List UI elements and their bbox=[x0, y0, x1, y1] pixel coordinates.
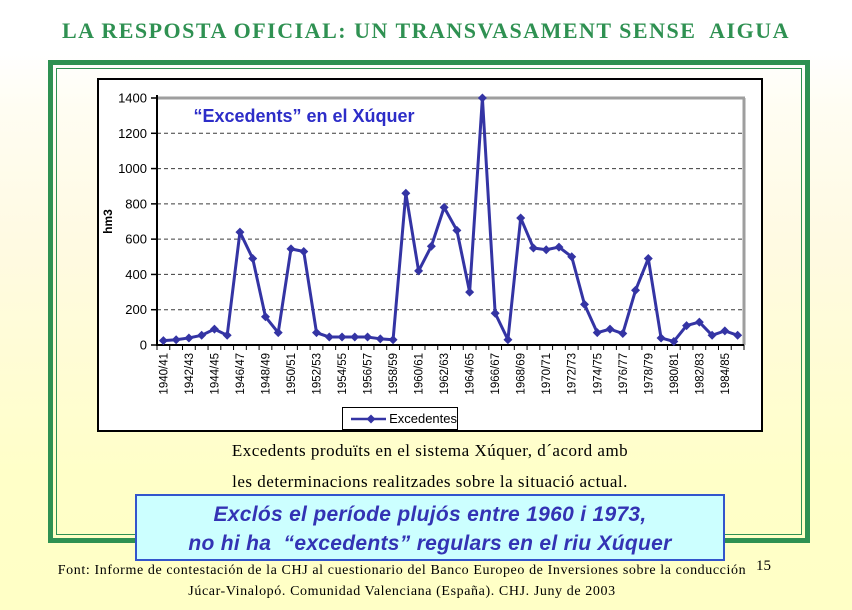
x-tick-label: 1948/49 bbox=[260, 353, 272, 395]
data-point bbox=[592, 328, 602, 338]
data-point bbox=[222, 330, 232, 340]
x-tick-label: 1966/67 bbox=[490, 353, 502, 395]
x-tick-label: 1956/57 bbox=[363, 353, 375, 395]
data-point bbox=[682, 321, 692, 331]
x-tick-label: 1940/41 bbox=[158, 353, 170, 395]
data-point bbox=[656, 333, 666, 343]
caption-line-1: Excedents produïts en el sistema Xúquer,… bbox=[231, 441, 629, 460]
y-tick-label: 0 bbox=[140, 338, 147, 353]
x-tick-label: 1970/71 bbox=[541, 353, 553, 395]
x-tick-label: 1978/79 bbox=[643, 353, 655, 395]
data-point bbox=[477, 93, 487, 103]
data-point bbox=[414, 266, 424, 276]
page-number: 15 bbox=[756, 558, 771, 574]
x-tick-label: 1944/45 bbox=[209, 353, 221, 395]
data-point bbox=[286, 244, 296, 254]
x-tick-label: 1942/43 bbox=[184, 353, 196, 395]
data-point bbox=[426, 241, 436, 251]
footer-line-1: Font: Informe de contestación de la CHJ … bbox=[57, 563, 747, 578]
x-tick-label: 1952/53 bbox=[312, 353, 324, 395]
data-point bbox=[567, 252, 577, 262]
x-tick-label: 1982/83 bbox=[694, 353, 706, 395]
data-point bbox=[643, 254, 653, 264]
data-point bbox=[350, 332, 360, 342]
data-point bbox=[312, 328, 322, 338]
data-point bbox=[516, 213, 526, 223]
x-tick-label: 1950/51 bbox=[286, 353, 298, 395]
data-point bbox=[401, 188, 411, 198]
y-tick-label: 600 bbox=[125, 232, 147, 247]
y-tick-label: 1400 bbox=[118, 91, 147, 106]
data-point bbox=[388, 335, 398, 345]
x-tick-label: 1974/75 bbox=[592, 353, 604, 395]
x-tick-label: 1958/59 bbox=[388, 353, 400, 395]
series-line bbox=[163, 96, 739, 343]
data-point bbox=[579, 299, 589, 309]
callout-line-1: Exclós el període plujós entre 1960 i 19… bbox=[213, 503, 647, 526]
callout-line-2: no hi ha “excedents” regulars en el riu … bbox=[188, 532, 672, 555]
x-tick-label: 1946/47 bbox=[235, 353, 247, 395]
x-tick-label: 1964/65 bbox=[465, 353, 477, 395]
data-point bbox=[171, 335, 181, 345]
y-tick-label: 400 bbox=[125, 267, 147, 282]
data-point bbox=[363, 332, 373, 342]
x-tick-label: 1980/81 bbox=[669, 353, 681, 395]
data-point bbox=[720, 326, 730, 336]
data-point bbox=[541, 245, 551, 255]
data-point bbox=[631, 285, 641, 295]
data-point bbox=[337, 332, 347, 342]
data-point bbox=[618, 329, 628, 339]
slide-title: LA RESPOSTA OFICIAL: UN TRANSVASAMENT SE… bbox=[61, 18, 791, 43]
data-point bbox=[669, 336, 679, 346]
chart-plot: 0 200 400 600 800 1000 1200 1400 1940/41 1942/43 1… bbox=[101, 91, 746, 395]
data-point bbox=[465, 287, 475, 297]
x-tick-label: 1954/55 bbox=[337, 353, 349, 395]
data-point bbox=[158, 336, 168, 346]
data-point bbox=[605, 324, 615, 334]
data-point bbox=[299, 246, 309, 256]
x-tick-label: 1972/73 bbox=[567, 353, 579, 395]
data-point bbox=[273, 328, 283, 338]
data-point bbox=[375, 334, 385, 344]
data-point bbox=[733, 330, 743, 340]
data-point bbox=[260, 312, 270, 322]
data-point bbox=[528, 243, 538, 253]
data-point bbox=[324, 332, 334, 342]
x-tick-label: 1984/85 bbox=[720, 353, 732, 395]
y-tick-label: 1200 bbox=[118, 126, 147, 141]
chart-box: 0 200 400 600 800 1000 1200 1400 1940/41 1942/43 1… bbox=[97, 78, 763, 432]
data-point bbox=[503, 335, 513, 345]
x-tick-label: 1960/61 bbox=[414, 353, 426, 395]
y-axis-title: hm3 bbox=[101, 209, 115, 234]
legend-label: Excedentes bbox=[389, 411, 457, 426]
data-point bbox=[439, 202, 449, 212]
data-point bbox=[197, 330, 207, 340]
footer-line-2: Júcar-Vinalopó. Comunidad Valenciana (Es… bbox=[188, 584, 616, 599]
chart-title: “Excedents” en el Xúquer bbox=[193, 106, 415, 126]
y-tick-label: 200 bbox=[125, 302, 147, 317]
y-tick-label: 800 bbox=[125, 196, 147, 211]
data-point bbox=[554, 242, 564, 252]
callout-box: Exclós el període plujós entre 1960 i 19… bbox=[135, 494, 725, 561]
data-point bbox=[707, 330, 717, 340]
y-tick-label: 1000 bbox=[118, 161, 147, 176]
legend-marker-icon bbox=[351, 414, 387, 423]
data-point bbox=[184, 333, 194, 343]
data-point bbox=[694, 317, 704, 327]
data-point bbox=[235, 227, 245, 237]
x-tick-label: 1962/63 bbox=[439, 353, 451, 395]
caption-line-2: les determinacions realitzades sobre la … bbox=[232, 472, 628, 491]
data-point bbox=[490, 308, 500, 318]
legend: Excedentes bbox=[342, 407, 458, 430]
data-point bbox=[209, 324, 219, 334]
data-point bbox=[452, 225, 462, 235]
x-tick-label: 1968/69 bbox=[516, 353, 528, 395]
x-tick-label: 1976/77 bbox=[618, 353, 630, 395]
